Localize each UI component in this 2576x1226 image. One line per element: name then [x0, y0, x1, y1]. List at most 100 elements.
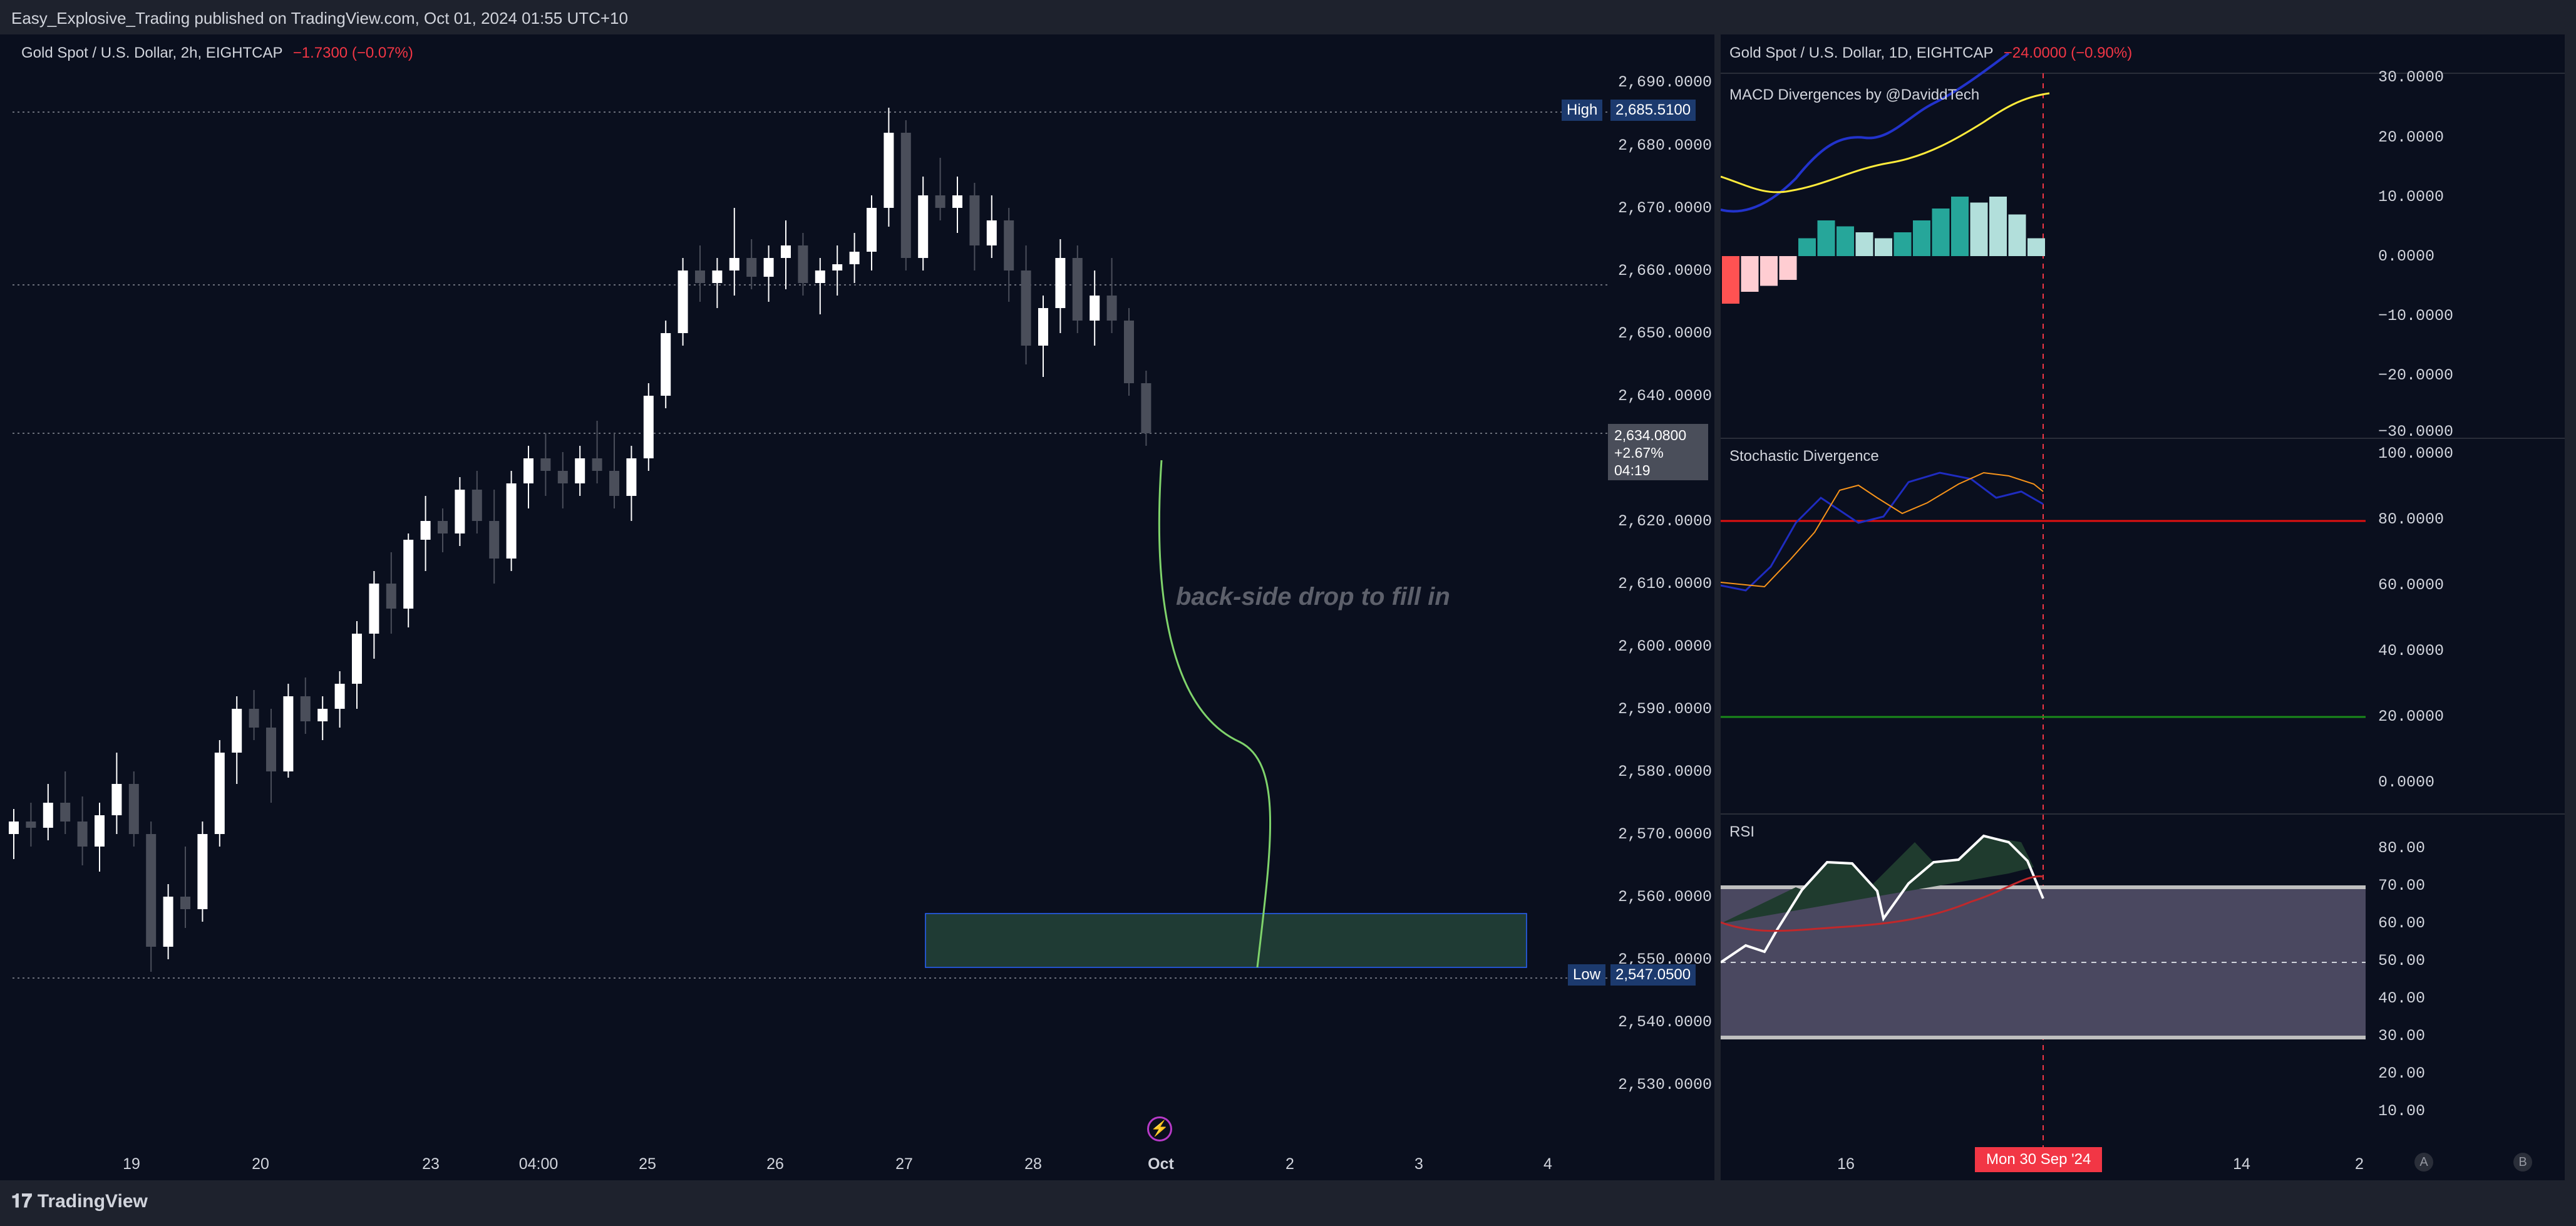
- price-tick: 2,690.0000: [1618, 73, 1713, 91]
- macd-histogram-bar: [1875, 238, 1892, 256]
- main-chart-canvas[interactable]: [0, 34, 1714, 1180]
- brand-name: TradingView: [37, 1191, 148, 1212]
- main-chart-panel[interactable]: Gold Spot / U.S. Dollar, 2h, EIGHTCAP −1…: [0, 34, 1714, 1180]
- macd-line: [1721, 52, 2010, 213]
- stoch-tick: 80.0000: [2378, 510, 2445, 528]
- rsi-title[interactable]: RSI: [1729, 823, 1755, 840]
- publish-info: Easy_Explosive_Trading published on Trad…: [11, 9, 628, 28]
- time-tick: 19: [123, 1155, 140, 1173]
- macd-histogram-bar: [2008, 214, 2026, 256]
- macd-histogram-bar: [1893, 232, 1912, 256]
- candle-body: [180, 897, 190, 909]
- candle-body: [26, 822, 36, 828]
- candle-body: [952, 195, 962, 208]
- stoch-tick: 40.0000: [2378, 642, 2445, 660]
- candle-body: [300, 696, 311, 721]
- macd-tick: 20.0000: [2378, 128, 2445, 147]
- price-tick: 2,600.0000: [1618, 637, 1713, 656]
- candle-body: [867, 208, 877, 252]
- stoch-title[interactable]: Stochastic Divergence: [1729, 448, 1879, 465]
- symbol-title: Gold Spot / U.S. Dollar, 2h, EIGHTCAP: [21, 44, 283, 61]
- last-price-value: 2,634.0800: [1614, 427, 1687, 443]
- low-value-tag: 2,547.0500: [1610, 964, 1696, 986]
- last-price-change: +2.67%: [1614, 445, 1664, 461]
- rsi-tick: 70.00: [2378, 877, 2426, 895]
- macd-histogram-bar: [1798, 238, 1816, 256]
- footer-bar: [0, 1180, 2576, 1226]
- candle-body: [77, 822, 88, 847]
- tradingview-logo[interactable]: 𝟏𝟕 TradingView: [11, 1191, 148, 1212]
- cursor-date-label: Mon 30 Sep '24: [1975, 1147, 2103, 1172]
- candle-body: [1072, 258, 1083, 321]
- macd-histogram-bar: [1722, 256, 1739, 304]
- time-tick: 25: [639, 1155, 656, 1173]
- indicator-panel[interactable]: Gold Spot / U.S. Dollar, 1D, EIGHTCAP −2…: [1721, 34, 2565, 1180]
- publish-bar: Easy_Explosive_Trading published on Trad…: [0, 0, 2576, 34]
- time-tick: 4: [1543, 1155, 1552, 1173]
- candle-body: [214, 753, 225, 834]
- candle-body: [986, 220, 997, 245]
- price-tick: 2,640.0000: [1618, 387, 1713, 405]
- high-value-tag: 2,685.5100: [1610, 100, 1696, 121]
- time-tick: 04:00: [518, 1155, 559, 1173]
- candle-body: [163, 897, 173, 947]
- right-symbol-change: −24.0000 (−0.90%): [2003, 44, 2133, 61]
- macd-histogram-bar: [1989, 197, 2007, 256]
- macd-tick: −20.0000: [2378, 366, 2454, 384]
- candle-body: [471, 490, 482, 521]
- indicator-canvas[interactable]: [1721, 34, 2565, 1180]
- macd-histogram-bar: [1741, 256, 1759, 292]
- projection-curve: [1158, 460, 1272, 968]
- candle-body: [746, 258, 757, 277]
- candle-body: [266, 728, 276, 771]
- time-tick: 3: [1414, 1155, 1423, 1173]
- corner-b-button[interactable]: B: [2513, 1153, 2532, 1172]
- candle-body: [128, 784, 139, 834]
- symbol-change: −1.7300 (−0.07%): [292, 44, 413, 61]
- candle-body: [420, 521, 431, 540]
- lightning-icon[interactable]: ⚡: [1147, 1116, 1172, 1141]
- price-tick: 2,560.0000: [1618, 888, 1713, 906]
- macd-signal-line: [1721, 92, 2050, 193]
- candle-body: [146, 834, 157, 947]
- candle-body: [695, 270, 705, 283]
- tv-logo-icon: 𝟏𝟕: [11, 1191, 33, 1212]
- time-tick: 23: [422, 1155, 440, 1173]
- candle-body: [832, 264, 843, 270]
- time-tick: 20: [252, 1155, 269, 1173]
- price-tick: 2,530.0000: [1618, 1076, 1713, 1094]
- candle-body: [969, 195, 980, 245]
- candle-body: [540, 458, 551, 471]
- candle-body: [403, 540, 414, 609]
- rsi-tick: 60.00: [2378, 914, 2426, 932]
- candle-body: [197, 834, 208, 909]
- macd-histogram-bar: [2027, 238, 2045, 256]
- stoch-tick: 20.0000: [2378, 708, 2445, 726]
- corner-a-button[interactable]: A: [2414, 1153, 2433, 1172]
- rsi-tick: 50.00: [2378, 952, 2426, 970]
- candle-body: [661, 333, 671, 396]
- indicator-time-tick: 16: [1837, 1155, 1855, 1173]
- candle-body: [1055, 258, 1066, 308]
- candle-body: [334, 684, 345, 709]
- rsi-tick: 80.00: [2378, 839, 2426, 857]
- macd-histogram-bar: [1779, 256, 1797, 280]
- candle-body: [918, 195, 929, 258]
- candle-body: [249, 709, 259, 728]
- candle-body: [9, 822, 19, 834]
- stoch-k-line: [1721, 471, 2044, 592]
- macd-tick: 10.0000: [2378, 188, 2445, 206]
- time-tick: 28: [1024, 1155, 1042, 1173]
- macd-tick: 30.0000: [2378, 68, 2445, 86]
- target-zone-box: [925, 913, 1527, 968]
- candle-body: [900, 133, 911, 258]
- candle-body: [317, 709, 328, 721]
- candle-body: [1021, 270, 1031, 346]
- candle-body: [609, 471, 619, 496]
- high-label-tag: High: [1562, 100, 1603, 121]
- macd-title[interactable]: MACD Divergences by @DaviddTech: [1729, 86, 1980, 103]
- candle-body: [60, 803, 71, 822]
- candle-body: [849, 252, 860, 264]
- right-chart-header: Gold Spot / U.S. Dollar, 1D, EIGHTCAP −2…: [1729, 44, 2132, 62]
- candle-body: [232, 709, 242, 753]
